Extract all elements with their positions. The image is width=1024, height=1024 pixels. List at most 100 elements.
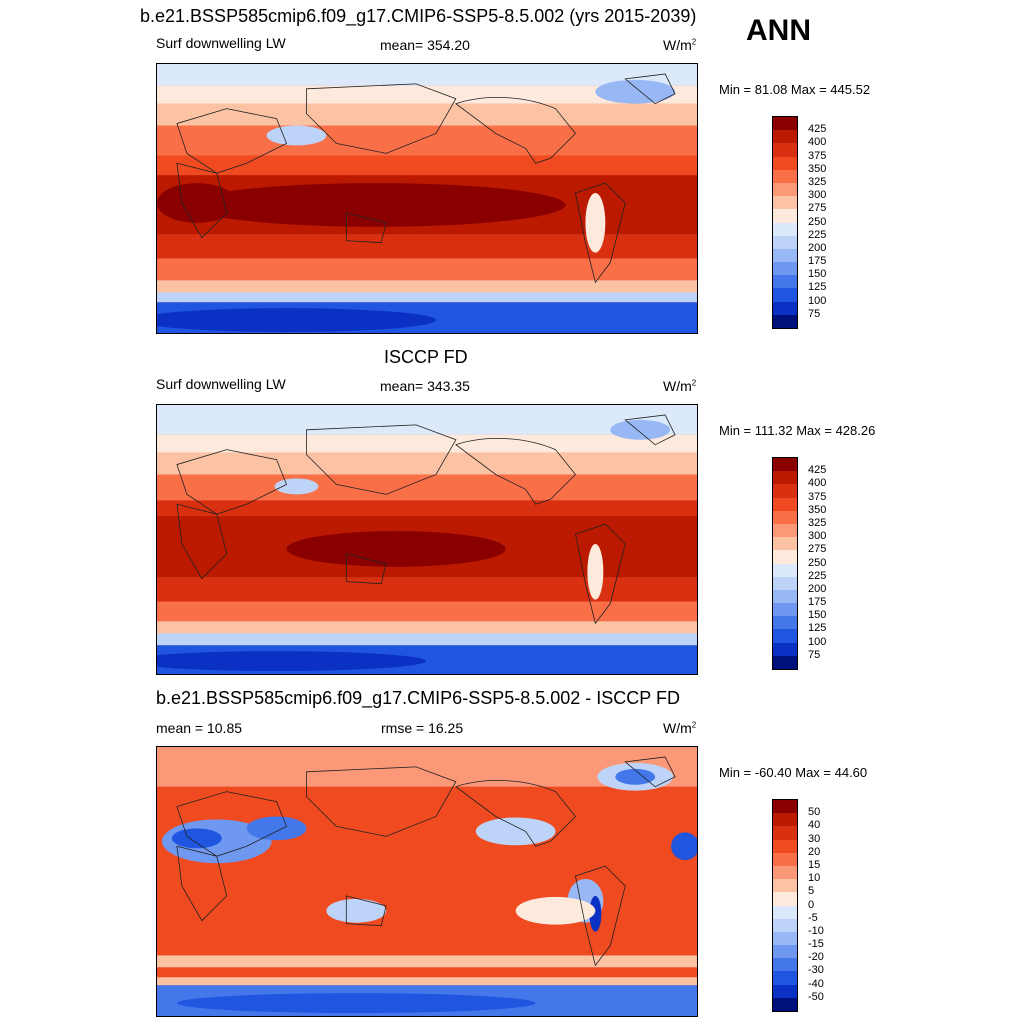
colorbar-tick-label: 350 xyxy=(808,162,827,175)
panel1-colorbar xyxy=(772,116,798,329)
colorbar-tick-label: 150 xyxy=(808,609,827,622)
colorbar-swatch xyxy=(773,484,797,498)
colorbar-tick-label: 175 xyxy=(808,596,827,609)
colorbar-tick-label: 150 xyxy=(808,268,827,281)
panel1-units: W/m2 xyxy=(663,37,697,53)
colorbar-swatch xyxy=(773,314,797,328)
colorbar-swatch xyxy=(773,589,797,604)
colorbar-tick-label: -50 xyxy=(808,990,824,1003)
colorbar-swatch xyxy=(773,288,797,302)
colorbar-swatch xyxy=(773,550,797,564)
colorbar-tick-label: 5 xyxy=(808,885,815,898)
colorbar-tick-label: 250 xyxy=(808,556,827,569)
colorbar-tick-label: 425 xyxy=(808,123,827,136)
colorbar-tick-label: 225 xyxy=(808,228,827,241)
colorbar-tick-label: 400 xyxy=(808,136,827,149)
colorbar-swatch xyxy=(773,156,797,170)
panel2-variable-label: Surf downwelling LW xyxy=(156,376,286,392)
colorbar-swatch xyxy=(773,209,797,223)
colorbar-tick-label: 325 xyxy=(808,175,827,188)
colorbar-swatch xyxy=(773,262,797,276)
colorbar-tick-label: 100 xyxy=(808,294,827,307)
colorbar-swatch xyxy=(773,301,797,315)
colorbar-tick-label: 15 xyxy=(808,858,821,871)
colorbar-swatch xyxy=(773,182,797,197)
colorbar-swatch xyxy=(773,984,797,998)
colorbar-tick-label: 425 xyxy=(808,464,827,477)
panel2-title: ISCCP FD xyxy=(384,347,468,367)
colorbar-tick-label: 200 xyxy=(808,582,827,595)
colorbar-tick-label: -40 xyxy=(808,977,824,990)
colorbar-tick-label: 75 xyxy=(808,307,821,320)
colorbar-swatch xyxy=(773,510,797,524)
colorbar-tick-label: 40 xyxy=(808,819,821,832)
colorbar-tick-label: 100 xyxy=(808,635,827,648)
colorbar-tick-label: -30 xyxy=(808,964,824,977)
colorbar-swatch xyxy=(773,235,797,249)
colorbar-tick-label: 375 xyxy=(808,149,827,162)
colorbar-swatch xyxy=(773,130,797,144)
colorbar-tick-label: 125 xyxy=(808,281,827,294)
colorbar-tick-label: -20 xyxy=(808,951,824,964)
colorbar-tick-label: -10 xyxy=(808,924,824,937)
colorbar-tick-label: 75 xyxy=(808,648,821,661)
colorbar-tick-label: 400 xyxy=(808,477,827,490)
colorbar-swatch xyxy=(773,958,797,972)
panel1-variable-label: Surf downwelling LW xyxy=(156,35,286,51)
colorbar-swatch xyxy=(773,143,797,157)
colorbar-tick-label: 300 xyxy=(808,530,827,543)
panel1-map xyxy=(156,63,698,334)
colorbar-tick-label: 50 xyxy=(808,806,821,819)
colorbar-swatch xyxy=(773,918,797,932)
colorbar-tick-label: 10 xyxy=(808,872,821,885)
panel2-minmax: Min = 111.32 Max = 428.26 xyxy=(719,423,876,438)
colorbar-swatch xyxy=(773,945,797,959)
colorbar-swatch xyxy=(773,169,797,183)
colorbar-tick-label: 20 xyxy=(808,845,821,858)
colorbar-swatch xyxy=(773,117,797,131)
colorbar-swatch xyxy=(773,892,797,906)
colorbar-swatch xyxy=(773,655,797,669)
season-label: ANN xyxy=(746,14,811,47)
colorbar-tick-label: 175 xyxy=(808,255,827,268)
panel3-map xyxy=(156,746,698,1017)
colorbar-tick-label: 225 xyxy=(808,569,827,582)
panel2-colorbar xyxy=(772,457,798,670)
colorbar-swatch xyxy=(773,629,797,643)
colorbar-swatch xyxy=(773,471,797,485)
colorbar-swatch xyxy=(773,603,797,617)
colorbar-swatch xyxy=(773,537,797,551)
panel3-mean-label: mean = 10.85 xyxy=(156,720,243,736)
colorbar-tick-label: 125 xyxy=(808,622,827,635)
colorbar-tick-label: 350 xyxy=(808,503,827,516)
colorbar-swatch xyxy=(773,523,797,538)
panel2-mean-label: mean= 343.35 xyxy=(380,378,470,394)
colorbar-swatch xyxy=(773,800,797,814)
panel3-colorbar xyxy=(772,799,798,1012)
panel1-title: b.e21.BSSP585cmip6.f09_g17.CMIP6-SSP5-8.… xyxy=(140,6,697,26)
colorbar-swatch xyxy=(773,275,797,289)
colorbar-swatch xyxy=(773,813,797,827)
colorbar-tick-label: 250 xyxy=(808,215,827,228)
colorbar-swatch xyxy=(773,248,797,263)
colorbar-swatch xyxy=(773,879,797,893)
colorbar-tick-label: 375 xyxy=(808,490,827,503)
panel1-map-field xyxy=(157,64,697,333)
colorbar-swatch xyxy=(773,865,797,880)
colorbar-tick-label: 0 xyxy=(808,898,815,911)
colorbar-tick-label: 325 xyxy=(808,516,827,529)
colorbar-swatch xyxy=(773,905,797,919)
colorbar-swatch xyxy=(773,971,797,985)
colorbar-swatch xyxy=(773,196,797,210)
panel1-minmax: Min = 81.08 Max = 445.52 xyxy=(719,82,871,97)
colorbar-tick-label: 30 xyxy=(808,832,821,845)
panel2-map xyxy=(156,404,698,675)
colorbar-swatch xyxy=(773,222,797,236)
panel3-rmse-label: rmse = 16.25 xyxy=(381,720,464,736)
colorbar-swatch xyxy=(773,826,797,840)
colorbar-tick-label: -5 xyxy=(808,911,818,924)
colorbar-tick-label: 200 xyxy=(808,241,827,254)
colorbar-swatch xyxy=(773,642,797,656)
panel1-mean-label: mean= 354.20 xyxy=(380,37,470,53)
colorbar-swatch xyxy=(773,563,797,577)
